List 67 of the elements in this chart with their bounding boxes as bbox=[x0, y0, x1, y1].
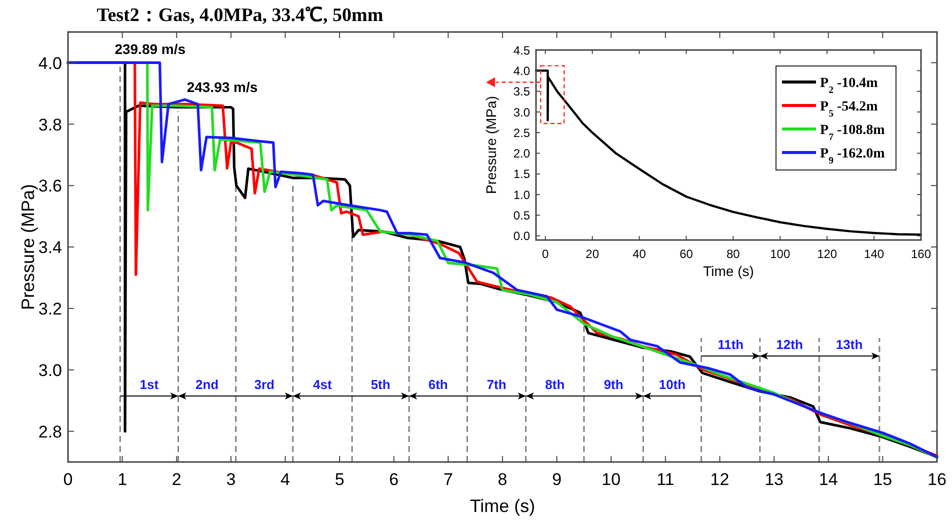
y-tick-label: 0.5 bbox=[513, 208, 530, 223]
y-tick-label: 3.2 bbox=[38, 300, 62, 319]
x-tick-label: 140 bbox=[864, 247, 884, 261]
x-tick-label: 10 bbox=[602, 470, 621, 489]
x-tick-label: 0 bbox=[63, 470, 73, 489]
x-tick-label: 40 bbox=[632, 247, 646, 261]
y-tick-label: 3.8 bbox=[38, 115, 62, 134]
x-tick-label: 1 bbox=[118, 470, 128, 489]
annotation: 8th bbox=[545, 376, 565, 392]
y-tick-label: 1.0 bbox=[513, 188, 530, 202]
x-tick-label: 13 bbox=[764, 470, 784, 489]
x-tick-label: 0 bbox=[542, 247, 550, 261]
x-tick-label: 2 bbox=[172, 470, 182, 489]
y-tick-label: 3.0 bbox=[513, 105, 530, 120]
annotation: 7th bbox=[486, 376, 506, 392]
annotation: 243.93 m/s bbox=[186, 79, 258, 95]
x-tick-label: 16 bbox=[928, 470, 946, 489]
x-tick-label: 6 bbox=[389, 470, 399, 489]
x-tick-label: 5 bbox=[334, 470, 344, 489]
x-tick-label: 100 bbox=[770, 247, 790, 261]
annotation: 12th bbox=[776, 337, 803, 352]
y-tick-label: 3.5 bbox=[513, 84, 530, 99]
x-tick-label: 4 bbox=[280, 470, 290, 489]
annotation: 13th bbox=[836, 337, 863, 352]
y-axis-title: Pressure (MPa) bbox=[18, 184, 38, 310]
y-axis-title: Pressure (MPa) bbox=[483, 96, 499, 194]
x-axis-title: Time (s) bbox=[470, 496, 536, 516]
y-tick-label: 2.8 bbox=[38, 422, 62, 442]
x-tick-label: 11 bbox=[656, 470, 674, 489]
x-tick-label: 60 bbox=[680, 247, 694, 261]
annotation: 9th bbox=[604, 376, 624, 392]
legend-label: P$_{2}$ -10.4m bbox=[820, 76, 878, 96]
y-tick-label: 4.5 bbox=[513, 43, 530, 58]
annotation: 239.89 m/s bbox=[114, 41, 186, 57]
y-tick-label: 4.0 bbox=[38, 54, 62, 73]
annotation: 6th bbox=[428, 376, 448, 392]
x-tick-label: 9 bbox=[552, 470, 562, 489]
x-tick-label: 160 bbox=[910, 247, 932, 261]
y-tick-label: 1.5 bbox=[513, 167, 530, 182]
annotation: 5th bbox=[370, 376, 390, 392]
y-tick-label: 3.4 bbox=[38, 238, 62, 258]
chart-title: Test2：Gas, 4.0MPa, 33.4℃, 50mm bbox=[96, 5, 384, 26]
x-tick-label: 12 bbox=[710, 470, 730, 489]
legend-label: P$_{9}$ -162.0m bbox=[820, 146, 886, 166]
annotation: 11th bbox=[718, 337, 744, 352]
annotation: 10th bbox=[658, 376, 686, 392]
legend-label: P$_{5}$ -54.2m bbox=[820, 100, 878, 119]
y-tick-label: 3.0 bbox=[38, 360, 62, 380]
legend-label: P$_{7}$ -108.8m bbox=[820, 123, 886, 142]
x-tick-label: 3 bbox=[226, 470, 236, 489]
y-tick-label: 4.0 bbox=[513, 64, 530, 78]
x-tick-label: 20 bbox=[586, 247, 600, 261]
y-tick-label: 2.0 bbox=[513, 146, 530, 161]
x-tick-label: 7 bbox=[443, 470, 453, 489]
x-tick-label: 80 bbox=[726, 247, 740, 261]
x-tick-label: 120 bbox=[817, 247, 838, 261]
annotation: 2nd bbox=[195, 376, 219, 392]
y-tick-label: 3.6 bbox=[38, 176, 62, 196]
annotation: 3rd bbox=[254, 376, 275, 392]
y-tick-label: 2.5 bbox=[513, 126, 530, 140]
annotation: 4st bbox=[313, 376, 333, 392]
annotation: 1st bbox=[140, 376, 160, 392]
x-tick-label: 14 bbox=[818, 470, 838, 489]
y-tick-label: 0.0 bbox=[513, 229, 530, 244]
x-axis-title: Time (s) bbox=[703, 263, 754, 279]
x-tick-label: 8 bbox=[498, 470, 508, 489]
x-tick-label: 15 bbox=[873, 470, 892, 489]
